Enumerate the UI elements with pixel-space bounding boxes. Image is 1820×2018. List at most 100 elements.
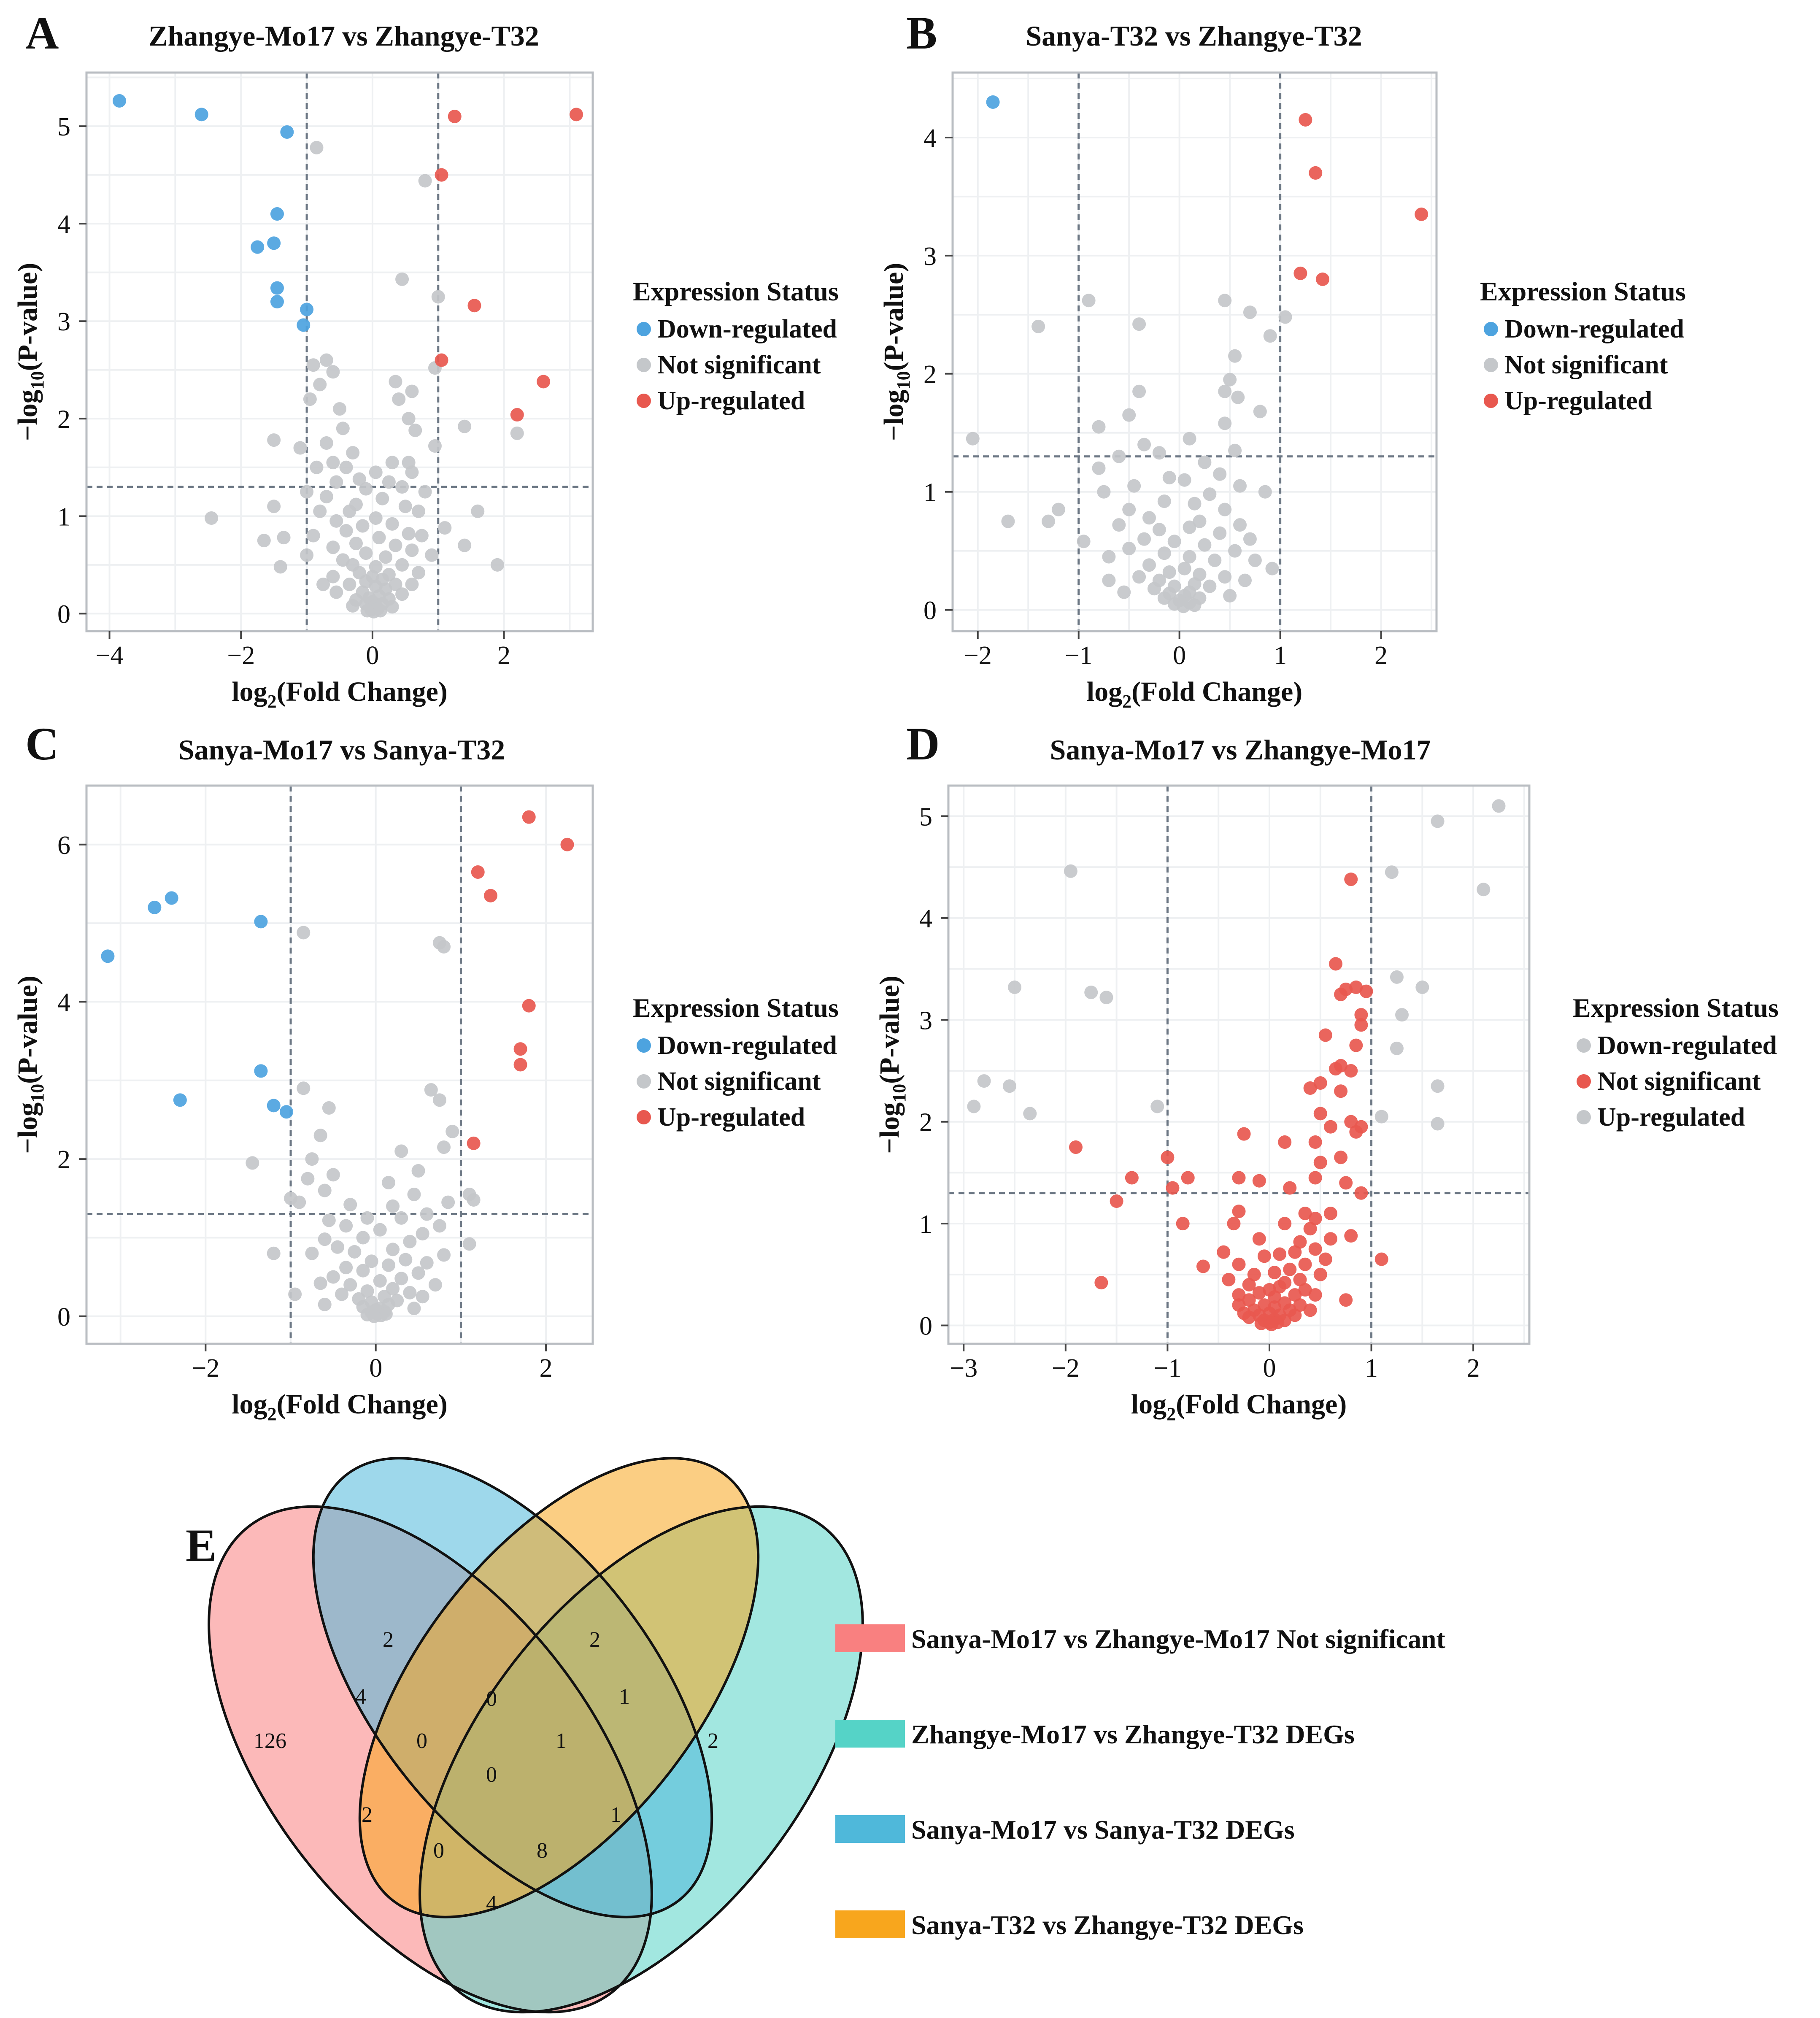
point-not-significant	[1183, 520, 1196, 534]
legend-marker	[637, 394, 651, 408]
panel-letter: B	[906, 7, 937, 59]
point-not-significant	[1188, 497, 1202, 511]
point-not-significant	[1001, 514, 1015, 528]
point-up-regulated	[483, 889, 497, 902]
point-not-significant	[416, 1290, 429, 1304]
point-not-significant	[1265, 562, 1279, 575]
point-up-regulated	[1415, 981, 1429, 994]
point-not-significant	[365, 1254, 378, 1268]
venn-count: 2	[383, 1628, 394, 1652]
point-not-significant	[441, 1195, 455, 1209]
point-not-significant	[356, 519, 370, 533]
point-not-significant	[420, 1207, 434, 1221]
venn-count: 4	[486, 1891, 497, 1915]
point-not-significant	[1147, 582, 1161, 596]
legend-marker	[637, 1038, 651, 1053]
point-not-significant	[319, 353, 333, 367]
point-not-significant	[360, 604, 374, 618]
point-not-significant	[348, 1245, 362, 1259]
point-not-significant	[1303, 1303, 1317, 1317]
point-not-significant	[1132, 384, 1146, 398]
point-not-significant	[343, 578, 356, 592]
venn-set-3-outline	[312, 1457, 713, 1918]
point-not-significant	[1223, 373, 1237, 386]
legend-label: Not significant	[657, 1067, 821, 1096]
point-not-significant	[1339, 1293, 1353, 1307]
x-tick-label: −3	[950, 1354, 978, 1383]
point-down-regulated	[1150, 1099, 1164, 1113]
point-not-significant	[1253, 405, 1267, 419]
point-down-regulated	[270, 295, 284, 309]
legend-marker	[1577, 1110, 1591, 1124]
point-not-significant	[1308, 1288, 1322, 1302]
point-not-significant	[293, 441, 307, 455]
point-not-significant	[1344, 873, 1358, 886]
point-up-regulated	[1390, 1041, 1404, 1055]
point-up-regulated	[467, 299, 481, 313]
point-down-regulated	[165, 891, 178, 905]
point-not-significant	[375, 492, 389, 505]
point-not-significant	[359, 482, 373, 496]
point-up-regulated	[1431, 1079, 1445, 1093]
point-not-significant	[297, 1081, 311, 1095]
point-up-regulated	[471, 865, 485, 879]
point-not-significant	[1252, 1232, 1266, 1246]
point-not-significant	[379, 550, 393, 564]
legend-marker	[1484, 322, 1498, 336]
x-axis-label: log2(Fold Change)	[232, 1389, 448, 1424]
point-up-regulated	[513, 1042, 527, 1056]
venn-count: 8	[537, 1839, 548, 1863]
point-not-significant	[437, 1140, 451, 1154]
point-down-regulated	[148, 900, 162, 914]
y-tick-label: 3	[57, 308, 70, 336]
venn-count: 126	[254, 1729, 286, 1753]
legend: Expression Status Down-regulated Not signi…	[1573, 993, 1779, 1132]
point-not-significant	[356, 1264, 370, 1278]
point-not-significant	[1288, 1245, 1302, 1259]
point-not-significant	[329, 514, 343, 528]
point-not-significant	[1102, 550, 1116, 564]
y-tick-label: 4	[919, 905, 932, 933]
point-not-significant	[1188, 598, 1202, 612]
y-tick-label: 1	[919, 1210, 932, 1239]
point-not-significant	[1082, 294, 1096, 308]
point-not-significant	[1283, 1181, 1297, 1195]
point-not-significant	[1247, 1267, 1261, 1281]
point-not-significant	[306, 529, 320, 543]
y-tick-label: 6	[57, 831, 70, 860]
point-not-significant	[267, 1246, 281, 1260]
point-not-significant	[1344, 1064, 1358, 1078]
point-up-regulated	[537, 375, 551, 389]
point-not-significant	[1293, 1235, 1307, 1249]
point-not-significant	[1349, 1125, 1363, 1139]
point-down-regulated	[267, 1099, 281, 1113]
point-not-significant	[1308, 1171, 1322, 1185]
point-not-significant	[1252, 1286, 1266, 1300]
point-not-significant	[1359, 984, 1373, 998]
point-not-significant	[359, 546, 373, 560]
point-not-significant	[1354, 1186, 1368, 1200]
x-tick-label: 2	[497, 641, 510, 670]
legend-label: Down-regulated	[657, 1031, 837, 1060]
point-not-significant	[1334, 1151, 1348, 1164]
legend-title: Expression Status	[633, 276, 839, 306]
point-not-significant	[301, 1172, 315, 1186]
point-not-significant	[316, 578, 330, 592]
point-up-regulated	[1293, 266, 1307, 280]
venn-legend-swatch	[835, 1720, 905, 1748]
point-not-significant	[394, 1144, 408, 1158]
plot-area	[86, 73, 593, 631]
legend-label: Not significant	[1597, 1067, 1761, 1096]
venn-count: 0	[486, 1687, 497, 1711]
point-up-regulated	[467, 1136, 481, 1150]
point-not-significant	[386, 1243, 400, 1256]
point-not-significant	[405, 465, 419, 479]
point-not-significant	[329, 475, 343, 489]
plot-frame	[85, 784, 594, 1345]
point-not-significant	[1223, 589, 1237, 603]
venn-count: 1	[610, 1803, 621, 1827]
point-down-regulated	[112, 94, 126, 108]
legend-label: Not significant	[657, 351, 821, 379]
point-not-significant	[319, 490, 333, 504]
point-not-significant	[1132, 570, 1146, 584]
